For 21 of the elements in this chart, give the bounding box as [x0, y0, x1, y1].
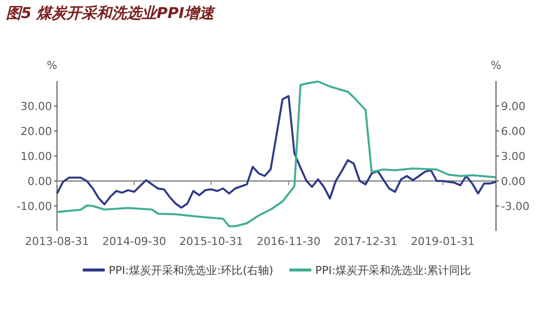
y-tick-label: 20.00	[20, 125, 52, 138]
y2-tick-label: 6.00	[501, 125, 526, 138]
x-tick-label: 2014-09-30	[102, 235, 166, 248]
y-tick-label: -10.00	[16, 200, 52, 213]
y2-tick-label: 0.00	[501, 175, 526, 188]
y-axis-title: %	[46, 59, 58, 72]
x-tick-label: 2015-10-31	[179, 235, 244, 248]
x-tick-label: 2016-11-30	[256, 235, 321, 248]
y2-axis-title: %	[490, 59, 502, 72]
y2-tick-label: 3.00	[501, 150, 526, 163]
y2-tick-label: 9.00	[501, 100, 526, 113]
x-tick-label: 2013-08-31	[25, 235, 89, 248]
legend-label: PPI:煤炭开采和洗选业:环比(右轴)	[108, 264, 274, 277]
y-tick-label: 0.00	[28, 175, 52, 188]
legend-label: PPI:煤炭开采和洗选业:累计同比	[315, 264, 472, 277]
y-tick-label: 30.00	[20, 100, 52, 113]
y2-tick-label: -3.00	[501, 200, 530, 213]
x-tick-label: 2019-01-31	[410, 235, 475, 248]
x-tick-label: 2017-12-31	[334, 235, 398, 248]
y-tick-label: 10.00	[20, 150, 52, 163]
chart-title: 图5 煤炭开采和洗选业PPI增速	[6, 4, 216, 22]
